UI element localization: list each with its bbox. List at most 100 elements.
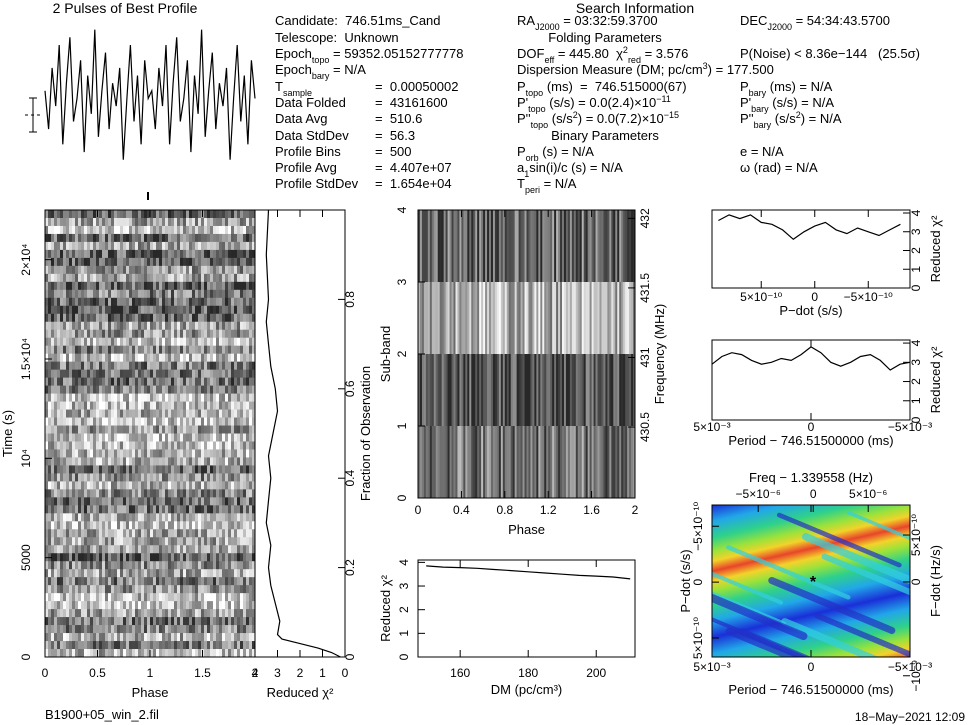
image-cell — [198, 409, 202, 418]
info-item: ω (rad) = N/A — [740, 160, 818, 175]
image-cell — [60, 601, 64, 610]
image-cell — [204, 441, 208, 450]
image-cell — [201, 345, 205, 355]
image-cell — [153, 417, 157, 426]
x-axis-label: DM (pc/cm³) — [491, 682, 563, 697]
image-cell — [159, 481, 163, 490]
image-cell — [129, 537, 133, 546]
image-cell — [138, 473, 142, 482]
image-cell — [243, 441, 247, 450]
image-cell — [228, 353, 232, 363]
image-cell — [225, 265, 229, 275]
image-cell — [546, 210, 549, 283]
image-cell — [231, 210, 235, 219]
image-cell — [141, 313, 145, 323]
image-cell — [237, 529, 241, 538]
image-cell — [150, 233, 154, 243]
image-cell — [451, 210, 454, 283]
image-cell — [180, 521, 184, 530]
image-cell — [129, 569, 133, 578]
image-cell — [57, 305, 61, 315]
image-cell — [213, 217, 217, 227]
image-cell — [66, 353, 70, 363]
image-cell — [48, 265, 52, 275]
image-cell — [210, 210, 214, 219]
image-cell — [192, 601, 196, 610]
image-cell — [75, 353, 79, 363]
image-cell — [174, 617, 178, 626]
image-cell — [60, 385, 64, 394]
image-cell — [123, 297, 127, 307]
image-cell — [111, 521, 115, 530]
image-cell — [150, 425, 154, 434]
image-cell — [129, 513, 133, 522]
image-cell — [207, 281, 211, 291]
image-cell — [60, 345, 64, 355]
image-cell — [51, 505, 55, 514]
image-cell — [162, 497, 166, 506]
image-cell — [120, 233, 124, 243]
image-cell — [117, 210, 121, 219]
image-cell — [520, 354, 523, 427]
image-cell — [216, 593, 220, 602]
image-cell — [102, 473, 106, 482]
image-cell — [228, 537, 232, 546]
image-cell — [198, 345, 202, 355]
image-cell — [252, 241, 256, 251]
image-cell — [108, 553, 112, 562]
image-cell — [144, 577, 148, 586]
image-cell — [189, 265, 193, 275]
image-cell — [174, 345, 178, 355]
image-cell — [601, 282, 604, 355]
image-cell — [162, 273, 166, 283]
image-cell — [102, 433, 106, 442]
image-cell — [601, 354, 604, 427]
image-cell — [126, 449, 130, 458]
text-part: DOF — [517, 46, 545, 61]
image-cell — [192, 465, 196, 474]
image-cell — [222, 313, 226, 323]
image-cell — [48, 585, 52, 594]
image-cell — [418, 282, 421, 355]
image-cell — [75, 489, 79, 498]
image-cell — [246, 433, 250, 442]
image-cell — [207, 425, 211, 434]
image-cell — [195, 257, 199, 267]
image-cell — [108, 321, 112, 331]
image-cell — [57, 233, 61, 243]
image-cell — [111, 593, 115, 602]
image-cell — [441, 354, 445, 427]
image-cell — [81, 489, 85, 498]
image-cell — [231, 513, 235, 522]
image-cell — [159, 369, 163, 379]
image-cell — [117, 409, 121, 418]
image-cell — [150, 281, 154, 291]
image-cell — [54, 409, 58, 418]
image-cell — [165, 233, 169, 243]
image-cell — [237, 217, 241, 227]
image-cell — [249, 321, 253, 331]
image-cell — [60, 569, 64, 578]
image-cell — [487, 426, 490, 499]
image-cell — [204, 481, 208, 490]
image-cell — [54, 473, 58, 482]
image-cell — [72, 210, 76, 219]
image-cell — [249, 489, 253, 498]
image-cell — [240, 449, 244, 458]
image-cell — [57, 217, 61, 227]
image-cell — [144, 569, 148, 578]
image-cell — [222, 273, 226, 283]
image-cell — [66, 545, 70, 554]
image-cell — [117, 281, 121, 291]
image-cell — [219, 337, 223, 347]
text-part: e = N/A — [740, 144, 784, 159]
image-cell — [171, 465, 175, 474]
image-cell — [183, 313, 187, 323]
image-cell — [54, 513, 58, 522]
image-cell — [93, 329, 97, 339]
image-cell — [165, 385, 169, 394]
image-cell — [443, 354, 447, 427]
image-cell — [246, 577, 250, 586]
image-cell — [84, 481, 88, 490]
image-cell — [108, 545, 112, 554]
